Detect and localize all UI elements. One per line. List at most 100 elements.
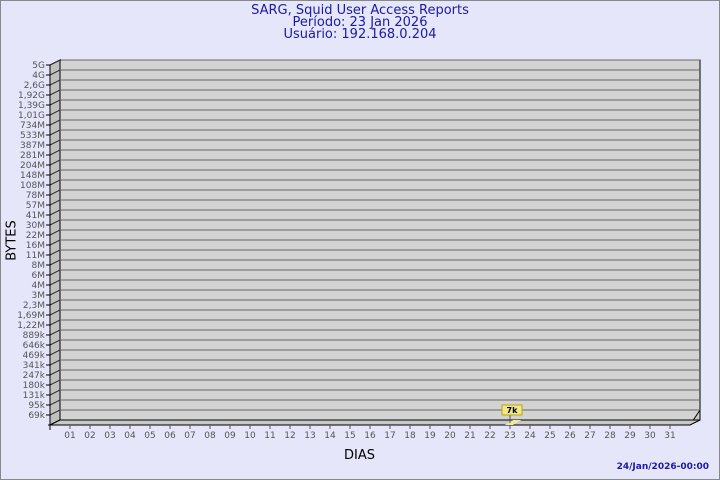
y-tick-label: 11M	[26, 251, 45, 261]
y-tick-label: 4G	[32, 71, 45, 81]
y-tick-label: 1,39G	[18, 101, 45, 111]
gridline-side	[49, 229, 61, 236]
gridline-side	[49, 399, 61, 406]
y-tick-label: 5G	[32, 61, 45, 71]
x-tick-label: 01	[64, 431, 75, 441]
x-tick-label: 17	[384, 431, 395, 441]
generated-timestamp: 24/Jan/2026-00:00	[616, 462, 709, 472]
y-tick-label: 108M	[20, 181, 45, 191]
y-tick-label: 22M	[26, 231, 45, 241]
y-tick-label: 1,69M	[17, 311, 45, 321]
gridline-side	[49, 259, 61, 266]
y-tick-label: 131k	[23, 391, 46, 401]
x-tick-label: 03	[104, 431, 115, 441]
gridline-side	[49, 149, 61, 156]
x-tick-label: 16	[364, 431, 376, 441]
y-tick-label: 341k	[23, 361, 46, 371]
gridline-side	[49, 299, 61, 306]
x-tick-label: 28	[604, 431, 616, 441]
gridline-side	[49, 269, 61, 276]
x-tick-label: 27	[584, 431, 595, 441]
x-tick-label: 29	[624, 431, 636, 441]
x-tick-label: 08	[204, 431, 216, 441]
gridline-side	[49, 349, 61, 356]
x-tick-label: 25	[544, 431, 555, 441]
y-tick-label: 180k	[23, 381, 46, 391]
y-tick-label: 469k	[23, 351, 46, 361]
gridline-side	[49, 79, 61, 86]
gridline-side	[49, 249, 61, 256]
user-label: Usuário: 192.168.0.204	[283, 27, 437, 42]
gridline-side	[49, 379, 61, 386]
y-tick-label: 204M	[20, 161, 45, 171]
gridline-side	[49, 109, 61, 116]
y-tick-label: 889k	[23, 331, 46, 341]
y-tick-label: 41M	[26, 211, 45, 221]
y-tick-label: 247k	[23, 371, 46, 381]
y-tick-label: 1,22M	[17, 321, 45, 331]
gridline-side	[49, 169, 61, 176]
y-tick-label: 95k	[28, 401, 45, 411]
gridline-side	[49, 359, 61, 366]
gridline-side	[49, 329, 61, 336]
gridline-side	[49, 239, 61, 246]
x-tick-label: 23	[504, 431, 515, 441]
x-axis-title: DIAS	[344, 448, 375, 463]
gridline-side	[49, 199, 61, 206]
x-tick-label: 07	[184, 431, 195, 441]
period-label: Período: 23 Jan 2026	[292, 15, 428, 30]
gridline-side	[49, 119, 61, 126]
x-tick-label: 10	[244, 431, 256, 441]
y-tick-label: 16M	[26, 241, 45, 251]
y-tick-label: 1,92G	[18, 91, 45, 101]
bar	[505, 420, 521, 425]
x-tick-label: 14	[324, 431, 336, 441]
y-tick-label: 387M	[20, 141, 45, 151]
gridline-side	[49, 69, 61, 76]
x-tick-label: 06	[164, 431, 176, 441]
gridline-side	[49, 179, 61, 186]
gridline-side	[49, 339, 61, 346]
x-tick-label: 30	[644, 431, 656, 441]
y-tick-label: 4M	[32, 281, 46, 291]
data-label: 7k	[507, 406, 519, 415]
x-tick-label: 04	[124, 431, 136, 441]
x-tick-label: 09	[224, 431, 236, 441]
x-tick-label: 18	[404, 431, 416, 441]
gridline-side	[49, 219, 61, 226]
gridline-side	[49, 99, 61, 106]
data-label-box	[501, 404, 523, 416]
y-tick-label: 148M	[20, 171, 45, 181]
y-axis-title: BYTES	[4, 220, 20, 261]
gridline-side	[49, 319, 61, 326]
gridline-side	[49, 159, 61, 166]
x-tick-label: 22	[484, 431, 495, 441]
y-tick-label: 8M	[32, 261, 46, 271]
gridline-side	[49, 189, 61, 196]
y-tick-label: 78M	[26, 191, 45, 201]
y-tick-label: 646k	[23, 341, 46, 351]
y-tick-label: 6M	[32, 271, 46, 281]
y-tick-label: 533M	[20, 131, 45, 141]
gridline-side	[49, 309, 61, 316]
x-tick-label: 31	[664, 431, 675, 441]
x-tick-label: 11	[264, 431, 275, 441]
y-tick-label: 2,3M	[23, 301, 45, 311]
x-tick-label: 05	[144, 431, 155, 441]
y-tick-label: 3M	[32, 291, 46, 301]
y-tick-label: 57M	[26, 201, 45, 211]
y-tick-label: 30M	[26, 221, 45, 231]
gridline-side	[49, 389, 61, 396]
y-tick-label: 734M	[20, 121, 45, 131]
gridline-side	[49, 409, 61, 416]
gridline-side	[49, 279, 61, 286]
x-tick-label: 15	[344, 431, 355, 441]
gridline-side	[49, 139, 61, 146]
y-tick-label: 2,6G	[24, 81, 45, 91]
x-tick-label: 13	[304, 431, 315, 441]
chart-title: SARG, Squid User Access Reports	[251, 3, 469, 18]
x-tick-label: 26	[564, 431, 576, 441]
gridline-side	[49, 289, 61, 296]
floor-top	[49, 419, 701, 426]
